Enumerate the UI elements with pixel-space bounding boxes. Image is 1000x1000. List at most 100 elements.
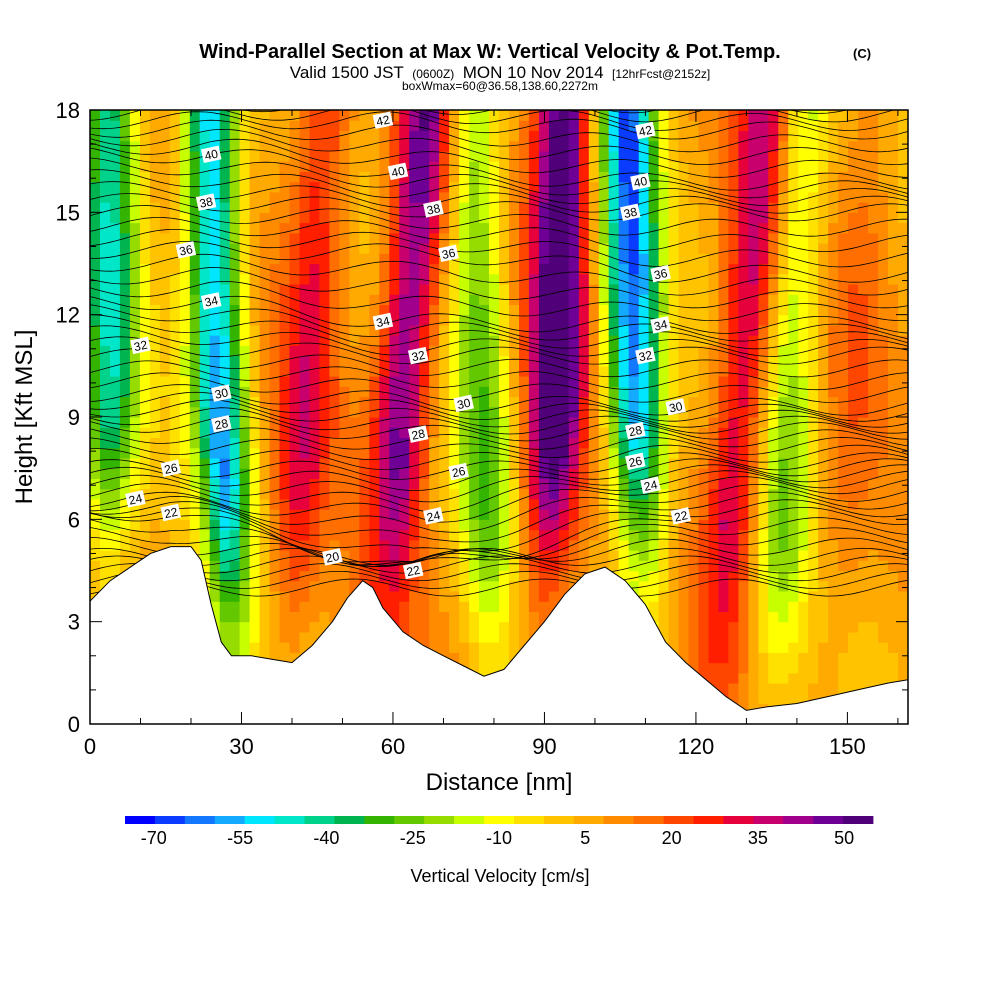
- velocity-cell: [728, 591, 739, 602]
- velocity-cell: [658, 601, 670, 612]
- velocity-cell: [608, 110, 620, 121]
- velocity-cell: [648, 110, 660, 121]
- velocity-cell: [169, 427, 181, 438]
- velocity-cell: [469, 539, 480, 551]
- velocity-cell: [309, 243, 321, 254]
- velocity-cell: [189, 150, 201, 162]
- velocity-cell: [818, 161, 829, 172]
- velocity-cell: [868, 672, 879, 684]
- velocity-cell: [688, 621, 700, 633]
- velocity-cell: [149, 376, 161, 387]
- velocity-cell: [808, 130, 819, 142]
- velocity-cell: [718, 580, 730, 592]
- velocity-cell: [179, 417, 191, 428]
- velocity-cell: [199, 120, 211, 131]
- velocity-cell: [878, 478, 889, 490]
- velocity-cell: [110, 406, 121, 418]
- velocity-cell: [349, 171, 360, 183]
- velocity-cell: [628, 232, 640, 244]
- velocity-cell: [279, 621, 291, 633]
- velocity-cell: [100, 181, 111, 193]
- velocity-cell: [229, 273, 241, 285]
- theta-contour-line: [90, 240, 908, 283]
- velocity-cell: [349, 457, 360, 469]
- velocity-cell: [888, 181, 899, 193]
- velocity-cell: [169, 202, 181, 213]
- velocity-cell: [718, 376, 730, 387]
- velocity-cell: [568, 202, 580, 213]
- velocity-cell: [608, 335, 620, 346]
- velocity-cell: [818, 642, 829, 653]
- velocity-cell: [229, 161, 241, 172]
- velocity-cell: [738, 457, 749, 469]
- velocity-cell: [618, 171, 630, 183]
- velocity-cell: [469, 304, 480, 316]
- velocity-cell: [798, 642, 809, 653]
- velocity-cell: [319, 120, 330, 131]
- velocity-cell: [578, 222, 590, 234]
- velocity-cell: [788, 437, 799, 449]
- velocity-cell: [439, 150, 450, 162]
- velocity-cell: [229, 202, 241, 213]
- velocity-cell: [758, 304, 769, 316]
- velocity-cell: [509, 621, 520, 633]
- velocity-cell: [319, 457, 330, 469]
- velocity-cell: [509, 202, 520, 213]
- velocity-cell: [848, 662, 859, 674]
- velocity-cell: [668, 212, 680, 224]
- velocity-cell: [808, 253, 819, 265]
- velocity-cell: [618, 304, 630, 316]
- velocity-cell: [788, 335, 799, 346]
- theta-contour-line: [90, 253, 908, 296]
- velocity-cell: [548, 130, 560, 142]
- velocity-cell: [100, 560, 111, 572]
- velocity-cell: [898, 212, 908, 224]
- theta-label-text: 20: [325, 549, 341, 566]
- velocity-cell: [90, 529, 101, 541]
- velocity-cell: [289, 396, 301, 408]
- velocity-cell: [868, 243, 879, 254]
- velocity-cell: [858, 591, 869, 602]
- velocity-cell: [119, 212, 131, 224]
- velocity-cell: [359, 550, 370, 561]
- velocity-cell: [129, 365, 141, 377]
- velocity-cell: [608, 519, 620, 531]
- theta-label-text: 24: [426, 508, 442, 525]
- velocity-cell: [489, 437, 500, 449]
- velocity-cell: [469, 621, 480, 633]
- velocity-cell: [439, 529, 450, 541]
- velocity-cell: [778, 570, 789, 582]
- velocity-cell: [528, 437, 540, 449]
- velocity-cell: [778, 314, 789, 326]
- velocity-cell: [489, 284, 500, 295]
- velocity-cell: [638, 150, 650, 162]
- velocity-cell: [748, 222, 759, 234]
- velocity-cell: [139, 437, 151, 449]
- velocity-cell: [189, 324, 201, 336]
- velocity-cell: [768, 683, 779, 694]
- velocity-cell: [798, 294, 809, 305]
- velocity-cell: [728, 539, 739, 551]
- velocity-cell: [159, 539, 171, 551]
- velocity-cell: [339, 181, 350, 193]
- velocity-cell: [788, 386, 799, 398]
- velocity-cell: [519, 427, 530, 438]
- velocity-cell: [269, 601, 281, 612]
- velocity-cell: [788, 468, 799, 479]
- velocity-cell: [449, 631, 460, 643]
- velocity-cell: [319, 498, 330, 510]
- velocity-cell: [229, 130, 241, 142]
- velocity-cell: [139, 120, 151, 131]
- velocity-cell: [459, 447, 470, 459]
- velocity-cell: [359, 181, 370, 193]
- velocity-cell: [249, 529, 261, 541]
- velocity-cell: [139, 253, 151, 265]
- velocity-cell: [678, 314, 690, 326]
- velocity-cell: [479, 519, 490, 531]
- velocity-cell: [209, 243, 221, 254]
- velocity-cell: [319, 427, 330, 438]
- velocity-cell: [818, 652, 829, 664]
- velocity-cell: [100, 335, 111, 346]
- velocity-cell: [758, 570, 769, 582]
- velocity-cell: [658, 222, 670, 234]
